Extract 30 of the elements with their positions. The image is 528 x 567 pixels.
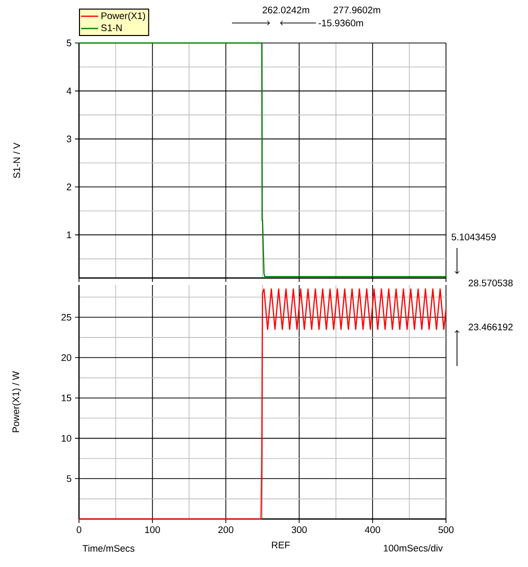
y-tick-label: 15: [62, 394, 72, 402]
text: 277.9602m: [334, 6, 380, 14]
text: -15.9360m: [318, 20, 363, 26]
y-axis-title: Power(X1) / W: [12, 371, 22, 432]
x-tick-label: 500: [438, 526, 454, 534]
y-tick-label: 1: [67, 232, 72, 238]
y-tick-label: 5: [66, 40, 72, 46]
x-tick-label: 400: [364, 526, 380, 534]
y-axis-title: S1-N / V: [13, 142, 20, 178]
line-series: [78, 288, 447, 520]
y-tick-label: 20: [62, 354, 72, 361]
y-tick-label: 2: [66, 184, 72, 190]
text: 100mSecs/div: [384, 544, 443, 552]
x-tick-label: 200: [218, 526, 234, 534]
y-tick-label: 10: [62, 434, 72, 442]
y-tick-label: 3: [66, 136, 72, 142]
text: 262.0242m: [262, 6, 310, 14]
x-tick-label: 300: [292, 526, 307, 534]
y-tick-label: 25: [62, 314, 72, 321]
x-tick-label: 100: [145, 526, 160, 534]
x-axis-title: Time/mSecs: [82, 544, 134, 552]
text: Power(X1): [102, 12, 146, 21]
text: 28.570538: [468, 280, 513, 286]
y-tick-label: 5: [66, 475, 72, 482]
y-tick-label: 4: [66, 88, 72, 94]
text: 5.1043459: [452, 234, 496, 240]
legend-label: S1-N: [101, 24, 122, 32]
text: REF: [272, 542, 290, 548]
text: 23.466192: [468, 324, 513, 330]
x-tick-label: 0: [76, 526, 82, 534]
